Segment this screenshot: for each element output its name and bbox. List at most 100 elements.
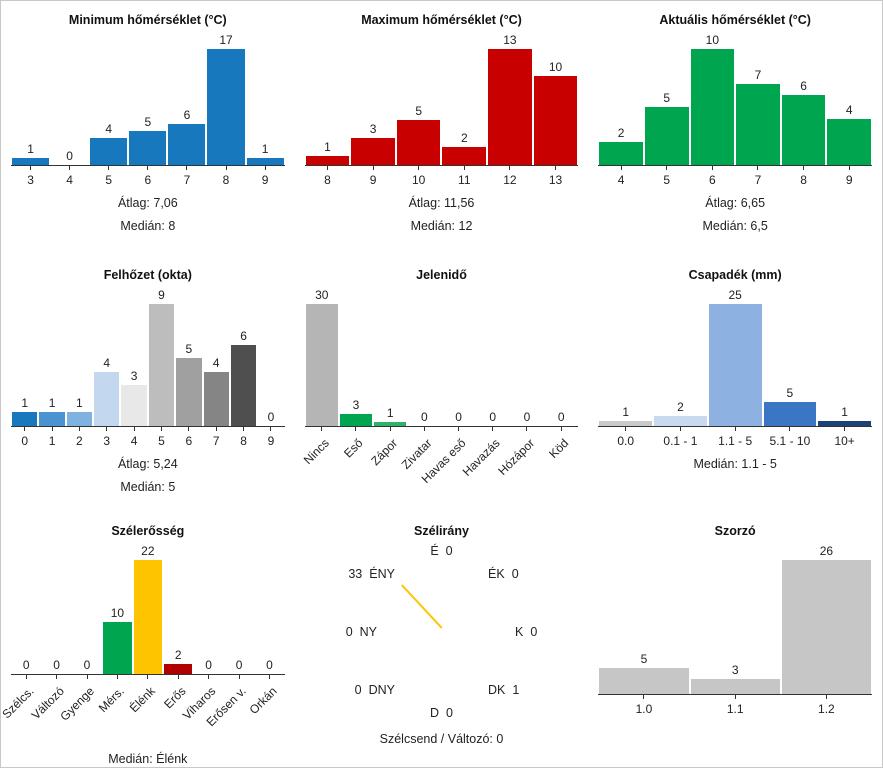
bar-value-label: 3: [369, 122, 377, 136]
bar-value-label: 1: [324, 140, 331, 154]
axis-tick: [120, 427, 147, 432]
bar-value-label: 2: [677, 400, 684, 415]
bar-slot: 1: [11, 31, 50, 165]
x-tick-text: 9: [261, 173, 269, 187]
chart-present-weather: Jelenidő 30 3 1 0 0 0 0 0 Nincs Eső Zápor Zivatar Hav…: [295, 256, 589, 511]
x-tick-text: 8: [240, 434, 247, 449]
chart-title: Aktuális hőmérséklet (°C): [659, 13, 811, 27]
x-tick-label: Nincs: [301, 431, 339, 495]
x-tick-text: 1.1 - 5: [718, 434, 753, 449]
bar-value-label: 10: [548, 60, 563, 74]
x-tick-text: 9: [369, 173, 377, 187]
bar-slot: 5: [644, 31, 690, 165]
chart-stats: Átlag: 6,65 Medián: 6,5: [598, 196, 872, 233]
x-tick-label: 0: [11, 431, 38, 448]
axis-tick: [167, 166, 206, 170]
bar-value-label: 4: [845, 103, 853, 117]
axis-tick: [781, 166, 827, 170]
x-tick-label: 4: [50, 170, 89, 187]
x-tick-label: 1: [38, 431, 65, 448]
x-tick-labels: Szélcs. Változó Gyenge Mérs. Élénk Erős Viharo…: [1, 679, 285, 743]
bar: [781, 95, 826, 165]
chart-title: Felhőzet (okta): [103, 268, 192, 283]
x-tick-text: 4: [66, 173, 73, 187]
chart-stat-line: Medián: 6,5: [702, 219, 768, 233]
x-tick-text: Zápor: [367, 436, 401, 469]
x-tick-text: 1: [48, 434, 56, 449]
x-tick-label: 5: [644, 170, 690, 187]
bar-value-label: 0: [22, 657, 30, 672]
bar: [763, 402, 817, 427]
x-tick-text: 4: [617, 173, 625, 187]
bar: [148, 304, 175, 427]
x-tick-text: 5: [663, 173, 671, 187]
axis-tick: [407, 427, 441, 432]
bar-slot: 6: [167, 31, 206, 165]
x-tick-text: 5.1 - 10: [769, 434, 811, 449]
chart-stats: Átlag: 11,56 Medián: 12: [305, 196, 579, 233]
axis-tick: [206, 166, 245, 170]
x-tick-text: Köd: [546, 436, 572, 462]
x-axis: [11, 673, 285, 679]
x-tick-text: 10+: [834, 434, 855, 449]
bar-slot: 6: [781, 31, 827, 165]
wind-dir-value: 0: [445, 543, 453, 558]
axis-tick: [193, 674, 223, 679]
bar-value-label: 9: [158, 288, 165, 303]
axis-tick: [11, 166, 50, 170]
bar-slot: 0: [441, 286, 475, 426]
wind-dir-value: 0: [530, 624, 538, 639]
bar: [305, 304, 338, 427]
x-tick-label: 6: [128, 170, 167, 187]
wind-dir-value: 1: [512, 682, 520, 697]
bar-slot: 1: [598, 286, 653, 427]
x-tick-label: Eső: [339, 431, 373, 495]
bar-slot: 4: [826, 31, 872, 165]
bar-slot: 9: [148, 286, 175, 427]
bar-slot: 0: [544, 286, 578, 426]
x-tick-label: 10+: [817, 431, 872, 448]
chart-stat-line: Medián: Élénk: [108, 751, 188, 766]
axis-tick: [781, 694, 872, 699]
x-tick-label: 8: [230, 431, 257, 448]
bar-slot: 0: [50, 31, 89, 165]
bar-value-label: 7: [754, 68, 762, 82]
bar-slot: 3: [339, 286, 373, 427]
x-tick-label: Köd: [544, 431, 578, 495]
wind-dir-value: 0: [345, 624, 353, 639]
axis-tick: [544, 427, 578, 432]
wind-dir-w: 0 NY: [346, 625, 377, 639]
axis-tick: [41, 674, 71, 679]
x-tick-text: 6: [185, 434, 193, 449]
bar-value-label: 0: [83, 657, 91, 672]
chart-stats: Medián: 1.1 - 5: [598, 457, 872, 471]
bar-slot: 13: [487, 31, 533, 165]
x-tick-text: 7: [212, 434, 220, 449]
axis-tick: [441, 166, 487, 170]
bar-value-label: 3: [731, 662, 739, 677]
bar: [599, 142, 643, 165]
bar-slot: 25: [708, 286, 763, 427]
axis-tick: [708, 427, 763, 432]
bar-value-label: 5: [640, 651, 648, 666]
x-tick-label: Orkán: [246, 679, 284, 743]
x-axis: [304, 165, 579, 170]
chart-stat-line: Átlag: 5,24: [117, 457, 178, 472]
bar: [396, 120, 441, 165]
bar-value-label: 0: [557, 410, 565, 425]
x-axis: [598, 693, 872, 699]
x-tick-labels: 0 1 2 3 4 5 6 7 8 9: [11, 431, 285, 448]
x-tick-text: 1.1: [726, 701, 744, 716]
chart-stats: Átlag: 7,06 Medián: 8: [11, 196, 285, 233]
axis-tick: [66, 427, 93, 432]
bar: [164, 663, 193, 674]
x-tick-label: 11: [441, 170, 487, 187]
chart-wind-strength: Szélerősség 0 0 0 10 22 2 0 0 0 Szélcs. Változó Gyen…: [1, 512, 295, 767]
x-tick-label: 5: [89, 170, 128, 187]
bar-slot: 1: [817, 286, 872, 427]
x-tick-label: 6: [690, 170, 736, 187]
bar: [230, 345, 257, 427]
